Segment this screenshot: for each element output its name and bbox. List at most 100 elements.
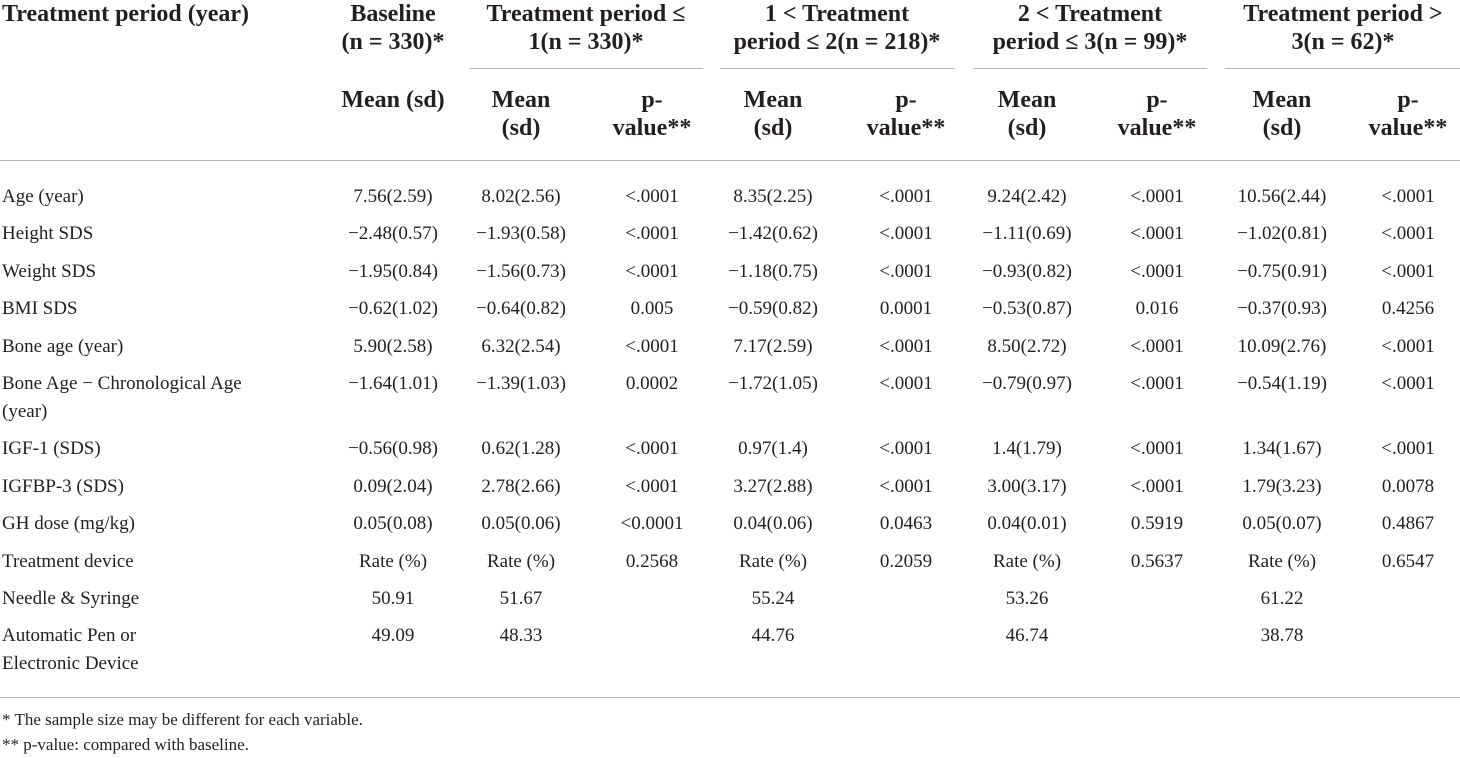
subheader-mean: Mean bbox=[743, 87, 803, 113]
group-underline bbox=[973, 68, 1207, 69]
subheader-p-value: value** bbox=[612, 115, 692, 141]
column-group-header: 1 < Treatment bbox=[764, 1, 910, 27]
table-cell: −0.53(0.87) bbox=[982, 298, 1072, 319]
table-cell: <.0001 bbox=[879, 186, 933, 207]
row-label: (year) bbox=[2, 401, 48, 422]
table-cell: <.0001 bbox=[879, 476, 933, 497]
header-bottom-rule bbox=[0, 160, 1460, 161]
table-cell: 0.04(0.01) bbox=[987, 513, 1067, 534]
row-label: Weight SDS bbox=[2, 261, 97, 282]
table-cell: −1.11(0.69) bbox=[982, 223, 1072, 244]
table-cell: −0.64(0.82) bbox=[476, 298, 566, 319]
table-cell: <.0001 bbox=[879, 261, 933, 282]
column-group-header: 3(n = 62)* bbox=[1291, 29, 1395, 55]
table-cell: 7.17(2.59) bbox=[733, 336, 813, 357]
subheader-p-value: p- bbox=[895, 87, 917, 113]
row-label: Automatic Pen or bbox=[2, 625, 137, 646]
table-cell: −0.93(0.82) bbox=[982, 261, 1072, 282]
table-cell: 0.09(2.04) bbox=[353, 476, 433, 497]
table-cell: 0.0001 bbox=[879, 298, 933, 319]
table-cell: −2.48(0.57) bbox=[348, 223, 438, 244]
table-cell: 61.22 bbox=[1260, 588, 1304, 609]
table-cell: Rate (%) bbox=[1247, 551, 1317, 572]
table-cell: 8.50(2.72) bbox=[987, 336, 1067, 357]
table-cell: 50.91 bbox=[371, 588, 415, 609]
subheader-mean: Mean bbox=[997, 87, 1057, 113]
table-cell: 6.32(2.54) bbox=[481, 336, 561, 357]
table-cell: 3.27(2.88) bbox=[733, 476, 813, 497]
table-cell: 0.05(0.06) bbox=[481, 513, 561, 534]
table-cell: 8.35(2.25) bbox=[733, 186, 813, 207]
table-cell: <.0001 bbox=[625, 336, 679, 357]
table-cell: <.0001 bbox=[1130, 476, 1184, 497]
table-cell: 53.26 bbox=[1005, 588, 1049, 609]
table-cell: <.0001 bbox=[879, 373, 933, 394]
table-cell: 51.67 bbox=[499, 588, 543, 609]
table-cell: <.0001 bbox=[1381, 186, 1435, 207]
table-cell: Rate (%) bbox=[992, 551, 1062, 572]
table-cell: 0.62(1.28) bbox=[481, 438, 561, 459]
row-label: IGFBP-3 (SDS) bbox=[2, 476, 124, 497]
table-cell: Rate (%) bbox=[738, 551, 808, 572]
table-cell: −0.79(0.97) bbox=[982, 373, 1072, 394]
table-cell: −0.62(1.02) bbox=[348, 298, 438, 319]
table-cell: −1.64(1.01) bbox=[348, 373, 438, 394]
table-cell: <.0001 bbox=[879, 223, 933, 244]
table-cell: 1.34(1.67) bbox=[1242, 438, 1322, 459]
table-cell: −0.37(0.93) bbox=[1237, 298, 1327, 319]
table-cell: <.0001 bbox=[1130, 373, 1184, 394]
table-cell: −1.18(0.75) bbox=[728, 261, 818, 282]
table-cell: 9.24(2.42) bbox=[987, 186, 1067, 207]
table-cell: 0.04(0.06) bbox=[733, 513, 813, 534]
table-cell: <.0001 bbox=[879, 438, 933, 459]
row-label: Needle & Syringe bbox=[2, 588, 140, 609]
footnote: ** p-value: compared with baseline. bbox=[2, 735, 249, 754]
table-cell: <.0001 bbox=[1381, 438, 1435, 459]
table-cell: 0.0463 bbox=[879, 513, 933, 534]
subheader-mean: (sd) bbox=[1007, 115, 1047, 141]
table-cell: −0.75(0.91) bbox=[1237, 261, 1327, 282]
table-cell: Rate (%) bbox=[486, 551, 556, 572]
table-cell: <.0001 bbox=[1381, 336, 1435, 357]
table-cell: <.0001 bbox=[625, 476, 679, 497]
table-cell: −1.42(0.62) bbox=[728, 223, 818, 244]
table-cell: 0.5919 bbox=[1130, 513, 1184, 534]
row-label: GH dose (mg/kg) bbox=[2, 513, 135, 534]
subheader-mean: (sd) bbox=[753, 115, 793, 141]
subheader-mean: Mean bbox=[491, 87, 551, 113]
table-cell: 7.56(2.59) bbox=[353, 186, 433, 207]
table-cell: 0.97(1.4) bbox=[738, 438, 808, 459]
subheader-p-value: p- bbox=[1146, 87, 1168, 113]
table-cell: 48.33 bbox=[499, 625, 543, 646]
table-cell: 55.24 bbox=[751, 588, 795, 609]
column-group-header: Treatment period > bbox=[1243, 1, 1443, 27]
table-cell: <.0001 bbox=[625, 438, 679, 459]
table-cell: 38.78 bbox=[1260, 625, 1304, 646]
row-label: Electronic Device bbox=[2, 653, 139, 674]
row-label: Bone Age − Chronological Age bbox=[2, 373, 242, 394]
table-cell: <.0001 bbox=[1381, 261, 1435, 282]
table-cell: <.0001 bbox=[879, 336, 933, 357]
group-underline bbox=[720, 68, 955, 69]
table-cell: 8.02(2.56) bbox=[481, 186, 561, 207]
table-cell: 0.0002 bbox=[625, 373, 679, 394]
table-cell: <.0001 bbox=[1130, 336, 1184, 357]
row-label: Bone age (year) bbox=[2, 336, 124, 357]
subheader-mean: (sd) bbox=[501, 115, 541, 141]
subheader-mean: (sd) bbox=[1262, 115, 1302, 141]
table-cell: −1.72(1.05) bbox=[728, 373, 818, 394]
column-group-header: 2 < Treatment bbox=[1017, 1, 1163, 27]
table-cell: −0.56(0.98) bbox=[348, 438, 438, 459]
group-underline bbox=[1225, 68, 1460, 69]
table-cell: −1.95(0.84) bbox=[348, 261, 438, 282]
footnote: * The sample size may be different for e… bbox=[2, 710, 363, 729]
table-cell: −0.59(0.82) bbox=[728, 298, 818, 319]
column-group-header: (n = 330)* bbox=[341, 29, 445, 55]
table-cell: 0.4256 bbox=[1381, 298, 1435, 319]
table-cell: <.0001 bbox=[1381, 373, 1435, 394]
row-label: BMI SDS bbox=[2, 298, 78, 319]
column-group-header: period ≤ 3(n = 99)* bbox=[992, 29, 1188, 55]
column-group-header: 1(n = 330)* bbox=[528, 29, 644, 55]
table-cell: −1.02(0.81) bbox=[1237, 223, 1327, 244]
table-bottom-rule bbox=[0, 697, 1460, 698]
